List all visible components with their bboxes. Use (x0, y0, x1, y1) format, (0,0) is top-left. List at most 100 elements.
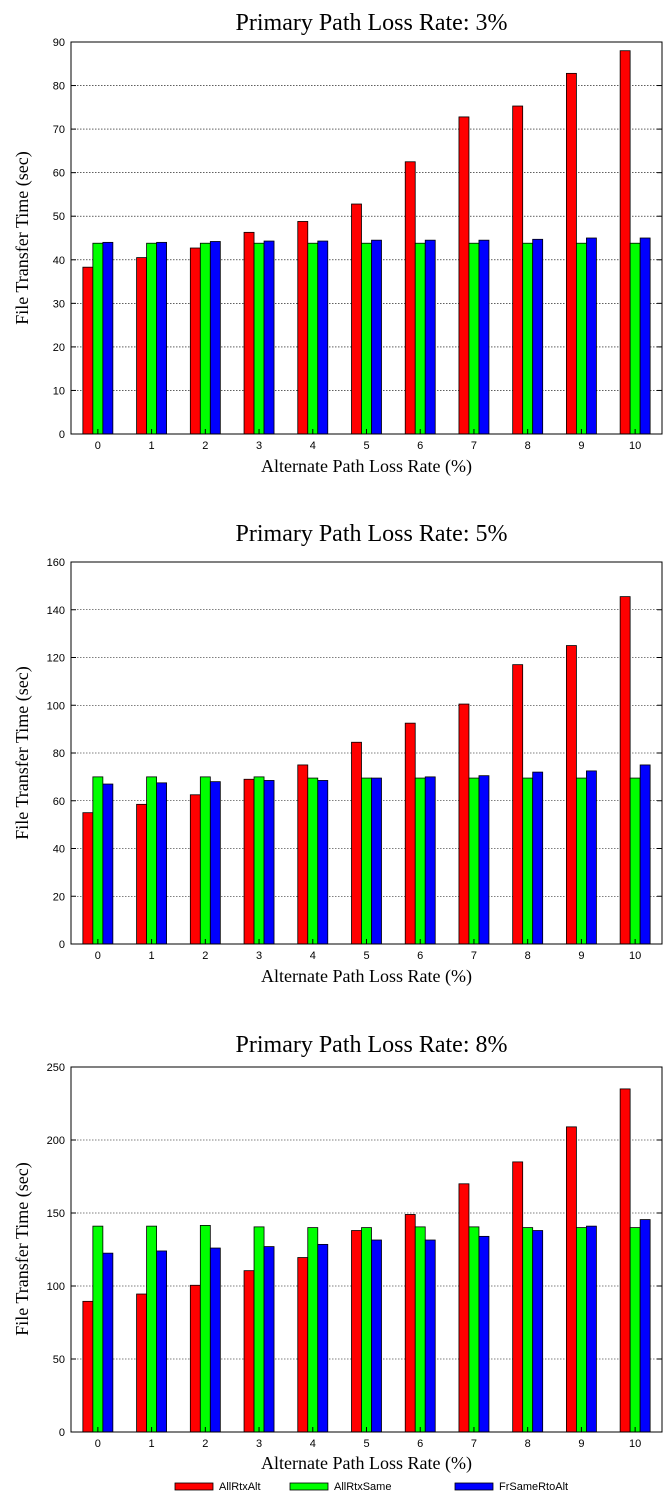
bar-frsamertoalt-0 (102, 783, 114, 945)
x-tick-label: 8 (525, 1438, 531, 1450)
y-tick-label: 80 (53, 81, 65, 93)
y-tick-label: 150 (47, 1208, 65, 1220)
x-tick-label: 2 (202, 950, 208, 962)
bar-allrtxalt-4 (297, 1257, 309, 1433)
legend-label-allrtxalt: AllRtxAlt (219, 1481, 261, 1493)
legend: AllRtxAlt AllRtxSame FrSameRtoAlt (174, 1481, 568, 1493)
bar-frsamertoalt-3 (263, 1246, 275, 1433)
bar-allrtxalt-7 (458, 703, 470, 945)
x-tick-label: 4 (310, 440, 316, 452)
bar-allrtxalt-5 (351, 741, 362, 945)
x-tick-label: 1 (149, 440, 155, 452)
x-tick-label: 6 (417, 440, 423, 452)
bar-allrtxsame-3 (253, 776, 265, 945)
bar-frsamertoalt-5 (371, 1239, 382, 1433)
bar-allrtxalt-4 (297, 221, 309, 435)
bar-frsamertoalt-0 (102, 241, 114, 435)
y-tick-label: 0 (59, 429, 65, 441)
y-tick-label: 40 (53, 255, 65, 267)
y-tick-label: 200 (47, 1135, 65, 1147)
chart-title: Primary Path Loss Rate: 5% (236, 521, 508, 547)
y-tick-label: 40 (53, 844, 65, 856)
bar-frsamertoalt-4 (317, 240, 329, 435)
y-axis-label: File Transfer Time (sec) (12, 151, 33, 325)
bar-allrtxsame-4 (307, 242, 319, 435)
bar-allrtxsame-3 (253, 242, 265, 435)
bar-frsamertoalt-5 (371, 239, 382, 435)
bar-allrtxsame-9 (576, 242, 587, 435)
bar-allrtxsame-10 (629, 242, 641, 435)
bar-allrtxsame-5 (361, 777, 372, 945)
y-tick-label: 20 (53, 342, 65, 354)
legend-label-frsamertoalt: FrSameRtoAlt (499, 1481, 568, 1493)
bar-frsamertoalt-10 (639, 1219, 651, 1433)
bar-allrtxalt-1 (136, 257, 147, 435)
x-tick-label: 9 (578, 440, 584, 452)
bar-allrtxsame-6 (414, 777, 426, 945)
bar-allrtxalt-0 (82, 266, 94, 435)
x-axis-label: Alternate Path Loss Rate (%) (261, 456, 472, 477)
x-tick-label: 5 (363, 440, 369, 452)
y-tick-label: 160 (47, 557, 65, 569)
bar-allrtxalt-1 (136, 803, 147, 945)
x-tick-label: 10 (629, 440, 641, 452)
y-tick-label: 0 (59, 1427, 65, 1439)
x-tick-label: 0 (95, 950, 101, 962)
chart-panel-2: Primary Path Loss Rate: 8%05010015020025… (12, 1032, 663, 1474)
x-tick-label: 1 (149, 950, 155, 962)
x-tick-label: 6 (417, 1438, 423, 1450)
bar-allrtxsame-4 (307, 1227, 319, 1433)
bar-frsamertoalt-0 (102, 1252, 114, 1433)
plot-frame (70, 561, 663, 945)
bar-allrtxalt-2 (189, 1284, 201, 1433)
bar-allrtxalt-10 (619, 50, 631, 435)
bar-allrtxalt-6 (404, 1214, 416, 1433)
y-axis-label: File Transfer Time (sec) (12, 666, 33, 840)
y-tick-label: 100 (47, 1281, 65, 1293)
bar-allrtxalt-9 (566, 72, 577, 435)
bar-allrtxsame-1 (146, 1225, 157, 1433)
x-tick-label: 3 (256, 1438, 262, 1450)
y-tick-label: 60 (53, 168, 65, 180)
bar-allrtxsame-4 (307, 777, 319, 945)
y-tick-label: 10 (53, 385, 65, 397)
bar-allrtxsame-0 (92, 242, 104, 435)
bar-allrtxsame-3 (253, 1226, 265, 1433)
bar-frsamertoalt-10 (639, 237, 651, 435)
y-tick-label: 100 (47, 700, 65, 712)
bar-allrtxsame-0 (92, 1225, 104, 1433)
y-tick-label: 60 (53, 796, 65, 808)
x-tick-label: 0 (95, 1438, 101, 1450)
bar-frsamertoalt-9 (586, 770, 597, 945)
bar-frsamertoalt-7 (478, 239, 490, 435)
x-axis-label: Alternate Path Loss Rate (%) (261, 966, 472, 987)
x-tick-label: 4 (310, 950, 316, 962)
bar-allrtxalt-6 (404, 722, 416, 945)
bar-frsamertoalt-9 (586, 1225, 597, 1433)
chart-title: Primary Path Loss Rate: 8% (236, 1032, 508, 1058)
bar-frsamertoalt-6 (424, 239, 436, 435)
bar-frsamertoalt-4 (317, 780, 329, 945)
y-tick-label: 30 (53, 298, 65, 310)
x-tick-label: 1 (149, 1438, 155, 1450)
bar-allrtxsame-9 (576, 1227, 587, 1433)
bar-allrtxalt-6 (404, 161, 416, 435)
bar-allrtxsame-2 (199, 776, 211, 945)
bar-allrtxsame-5 (361, 242, 372, 435)
bar-allrtxsame-9 (576, 777, 587, 945)
y-tick-label: 70 (53, 124, 65, 136)
chart-panel-1: Primary Path Loss Rate: 5%02040608010012… (12, 521, 663, 987)
bar-allrtxalt-4 (297, 764, 309, 945)
x-tick-label: 5 (363, 950, 369, 962)
bar-allrtxalt-3 (243, 778, 255, 945)
bar-frsamertoalt-2 (209, 781, 221, 945)
chart-panel-0: Primary Path Loss Rate: 3%01020304050607… (12, 10, 663, 477)
bar-allrtxsame-1 (146, 242, 157, 435)
bar-allrtxalt-5 (351, 203, 362, 435)
x-tick-label: 7 (471, 950, 477, 962)
bar-allrtxalt-5 (351, 1230, 362, 1433)
x-tick-label: 7 (471, 440, 477, 452)
bar-frsamertoalt-8 (532, 1230, 544, 1433)
x-tick-label: 8 (525, 440, 531, 452)
legend-label-allrtxsame: AllRtxSame (334, 1481, 391, 1493)
